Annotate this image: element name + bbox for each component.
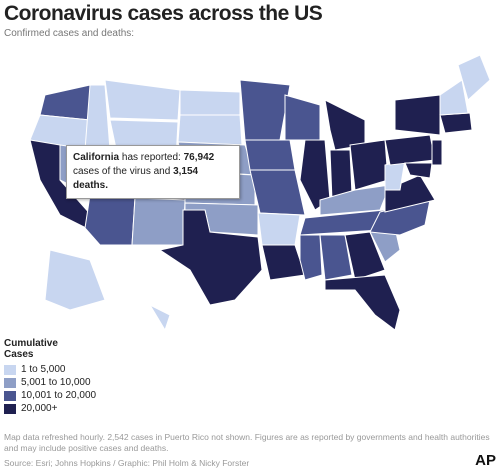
state — [299, 234, 323, 281]
footnote: Map data refreshed hourly. 2,542 cases i… — [4, 432, 490, 453]
legend-title: Cumulative Cases — [4, 338, 58, 360]
state — [349, 139, 389, 191]
state — [249, 169, 306, 216]
state — [431, 139, 443, 166]
subtitle: Confirmed cases and deaths: — [4, 28, 135, 39]
legend-label: 10,001 to 20,000 — [21, 390, 97, 401]
state — [84, 84, 111, 151]
state — [384, 134, 436, 166]
state — [457, 54, 491, 101]
state — [261, 244, 306, 281]
state — [257, 212, 301, 246]
state — [244, 139, 296, 171]
state — [158, 209, 263, 306]
tooltip: California has reported: 76,942 cases of… — [66, 145, 240, 199]
source: Source: Esri; Johns Hopkins / Graphic: P… — [4, 458, 250, 468]
state — [148, 303, 171, 332]
legend-label: 1 to 5,000 — [21, 364, 66, 375]
legend-swatch — [4, 390, 16, 401]
state — [84, 194, 136, 246]
legend-label: 20,000+ — [21, 403, 58, 414]
legend-swatch — [4, 364, 16, 375]
state — [239, 79, 291, 141]
logo: AP — [475, 452, 496, 469]
title: Coronavirus cases across the US — [4, 2, 323, 25]
legend-swatch — [4, 377, 16, 388]
legend-items: 1 to 5,000 5,001 to 10,000 10,001 to 20,00… — [4, 363, 96, 415]
state — [324, 274, 401, 331]
legend-item: 1 to 5,000 — [4, 363, 96, 376]
state — [394, 94, 441, 136]
state — [177, 114, 243, 146]
tooltip-deaths: 3,154 deaths. — [73, 166, 199, 191]
state — [44, 249, 106, 311]
legend-label: 5,001 to 10,000 — [21, 377, 91, 388]
state — [39, 84, 91, 121]
legend-swatch — [4, 403, 16, 414]
state — [384, 174, 436, 213]
state — [439, 79, 469, 116]
state — [439, 112, 473, 134]
state — [131, 197, 186, 246]
tooltip-state: California — [73, 152, 120, 163]
state — [404, 162, 433, 179]
legend-item: 10,001 to 20,000 — [4, 389, 96, 402]
state — [179, 89, 241, 116]
legend-item: 5,001 to 10,000 — [4, 376, 96, 389]
state — [319, 234, 353, 281]
state — [104, 79, 181, 121]
tooltip-text: cases of the virus and — [73, 166, 171, 177]
state — [344, 231, 386, 281]
state — [284, 94, 321, 141]
tooltip-text: has reported: — [121, 152, 181, 163]
legend-item: 20,000+ — [4, 402, 96, 415]
legend: Cumulative Cases 1 to 5,000 5,001 to 10,0… — [4, 338, 96, 415]
state — [324, 99, 366, 151]
tooltip-cases: 76,942 — [183, 152, 215, 163]
